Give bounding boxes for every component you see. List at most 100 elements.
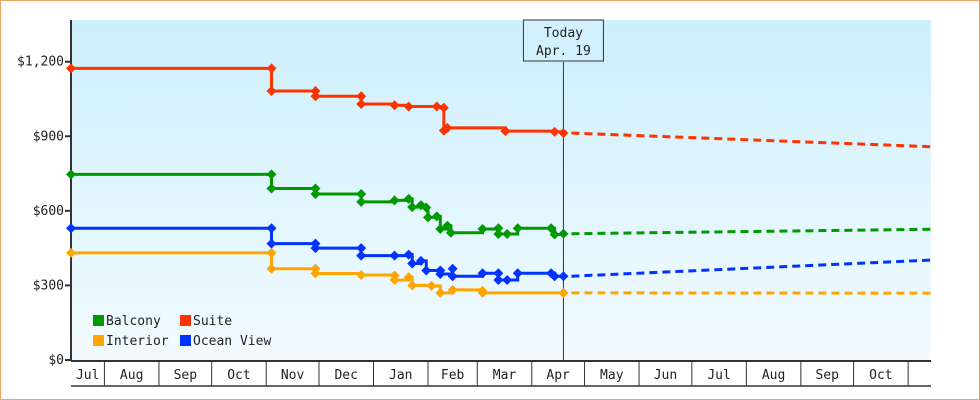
data-point-interior (558, 287, 569, 298)
data-point-suite (549, 126, 560, 137)
legend-item-ocean-view: Ocean View (180, 334, 271, 349)
x-tick-label: Apr (546, 368, 570, 383)
data-point-suite (310, 86, 321, 97)
series-suite (66, 63, 932, 149)
data-point-balcony (442, 220, 453, 231)
data-point-ocean-view (493, 274, 504, 285)
data-point-balcony (558, 228, 569, 239)
data-point-interior (266, 247, 277, 258)
data-point-ocean-view (389, 250, 400, 261)
data-point-interior (266, 263, 277, 274)
data-point-suite (389, 100, 400, 111)
y-tick-label: $1,200 (17, 55, 64, 70)
data-point-interior (447, 284, 458, 295)
x-tick-label: Aug (120, 368, 143, 383)
data-point-ocean-view (477, 268, 488, 279)
x-tick-label: Feb (441, 368, 465, 383)
data-point-ocean-view (266, 223, 277, 234)
data-point-balcony (356, 196, 367, 207)
legend-swatch (180, 335, 191, 346)
data-point-ocean-view (493, 268, 504, 279)
data-point-interior (403, 272, 414, 283)
data-point-ocean-view (421, 265, 432, 276)
data-point-balcony (66, 169, 76, 180)
data-point-balcony (407, 202, 418, 213)
data-point-ocean-view (310, 243, 321, 254)
data-point-ocean-view (66, 223, 76, 234)
x-tick-label: Oct (869, 368, 892, 383)
x-tick-label: Oct (227, 368, 250, 383)
data-point-ocean-view (447, 263, 458, 274)
data-point-balcony (549, 229, 560, 240)
data-point-balcony (423, 212, 434, 223)
data-point-balcony (435, 224, 446, 235)
data-point-ocean-view (558, 271, 569, 282)
data-point-ocean-view (435, 268, 446, 279)
x-tick-label: Sep (815, 368, 839, 383)
legend-item-balcony: Balcony (93, 314, 161, 329)
data-point-suite (356, 98, 367, 109)
legend-item-suite: Suite (180, 314, 232, 329)
data-point-suite (442, 122, 453, 133)
today-date: Apr. 19 (536, 44, 591, 59)
data-point-balcony (403, 193, 414, 204)
x-tick-label: Jul (76, 368, 99, 383)
data-point-balcony (266, 169, 277, 180)
data-point-interior (426, 280, 437, 291)
legend-label: Ocean View (193, 334, 271, 349)
x-tick-label: Jan (389, 368, 412, 383)
data-point-balcony (512, 223, 523, 234)
y-tick-label: $300 (33, 278, 64, 293)
data-point-suite (403, 101, 414, 112)
data-point-balcony (493, 228, 504, 239)
today-label: Today (544, 26, 583, 41)
data-point-interior (477, 287, 488, 298)
data-point-balcony (310, 183, 321, 194)
forecast-line-suite (571, 131, 932, 149)
x-tick-label: Jul (707, 368, 730, 383)
x-tick-label: Aug (762, 368, 785, 383)
data-point-interior (407, 280, 418, 291)
data-point-balcony (445, 227, 456, 238)
data-point-balcony (356, 188, 367, 199)
data-point-suite (558, 128, 569, 139)
data-point-interior (435, 287, 446, 298)
data-point-interior (310, 268, 321, 279)
data-point-balcony (310, 188, 321, 199)
data-point-suite (66, 63, 76, 74)
x-tick-label: May (600, 368, 624, 383)
plot-area (71, 20, 931, 360)
y-tick-label: $0 (48, 353, 64, 368)
data-point-balcony (502, 228, 513, 239)
data-point-ocean-view (356, 250, 367, 261)
data-point-ocean-view (356, 243, 367, 254)
forecast-line-ocean-view (571, 258, 932, 278)
x-tick-label: Mar (493, 368, 517, 383)
data-point-ocean-view (415, 255, 426, 266)
data-point-interior (356, 269, 367, 280)
data-point-ocean-view (407, 258, 418, 269)
data-point-suite (356, 91, 367, 102)
x-tick-label: Jun (654, 368, 677, 383)
data-point-suite (500, 126, 511, 137)
forecast-line-balcony (571, 227, 932, 236)
series-balcony (66, 169, 932, 240)
legend-item-interior: Interior (93, 334, 169, 349)
data-point-interior (389, 274, 400, 285)
data-point-suite (438, 102, 449, 113)
series-ocean-view (66, 223, 932, 285)
data-point-suite (266, 86, 277, 97)
data-point-ocean-view (549, 271, 560, 282)
series-interior (66, 247, 932, 298)
today-box (522, 19, 604, 62)
x-tick-label: Dec (334, 368, 357, 383)
data-point-suite (310, 91, 321, 102)
legend-label: Balcony (106, 314, 161, 329)
data-point-balcony (266, 183, 277, 194)
legend-label: Suite (193, 314, 232, 329)
data-point-ocean-view (447, 271, 458, 282)
data-point-ocean-view (266, 238, 277, 249)
data-point-balcony (493, 223, 504, 234)
data-point-ocean-view (502, 274, 513, 285)
data-point-suite (431, 101, 442, 112)
